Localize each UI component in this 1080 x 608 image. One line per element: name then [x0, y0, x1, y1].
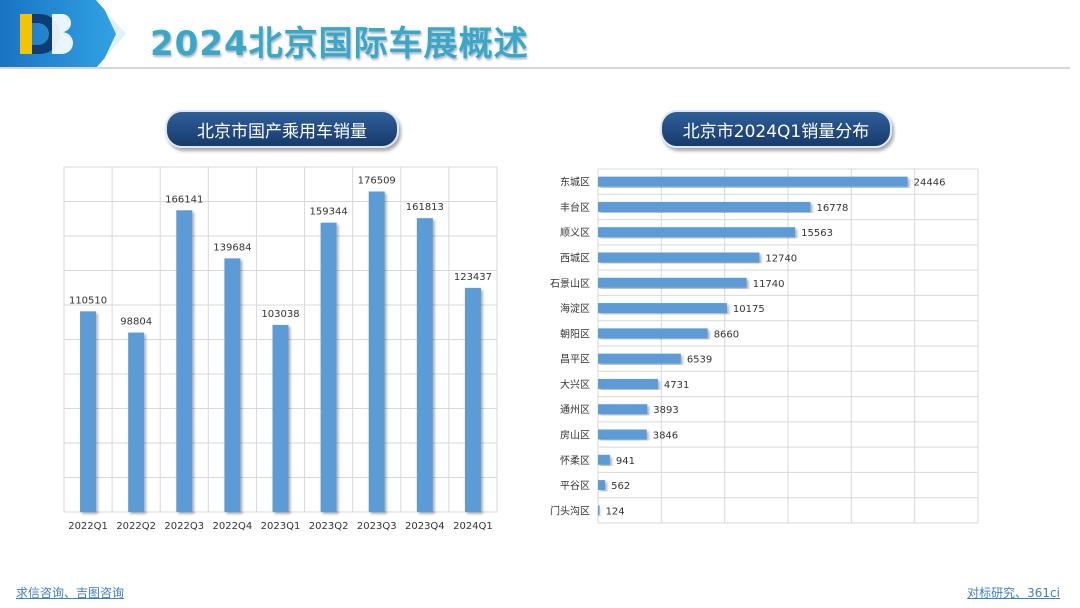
right-category-label: 顺义区	[560, 227, 590, 239]
right-bar-value-label: 4731	[664, 380, 689, 391]
right-category-label: 平谷区	[560, 480, 590, 492]
left-category-label: 2022Q4	[213, 521, 253, 532]
left-category-label: 2022Q3	[164, 521, 204, 532]
left-bar-2022Q1	[80, 311, 97, 512]
right-bar-value-label: 15563	[801, 228, 833, 239]
left-bar-value-label: 123437	[454, 272, 492, 283]
right-bar-value-label: 3893	[653, 405, 678, 416]
right-category-label: 房山区	[560, 429, 590, 442]
right-bar-东城区	[598, 176, 908, 187]
right-bar-value-label: 10175	[733, 304, 765, 315]
right-category-label: 朝阳区	[560, 328, 590, 340]
right-bar-平谷区	[598, 480, 606, 491]
right-bar-value-label: 12740	[765, 254, 797, 265]
logo-icon	[0, 0, 128, 68]
right-bar-value-label: 562	[611, 481, 630, 492]
right-category-label: 东城区	[560, 176, 590, 189]
right-bar-value-label: 16778	[817, 203, 849, 214]
left-category-label: 2022Q2	[116, 521, 156, 532]
right-bar-丰台区	[598, 201, 811, 212]
left-category-label: 2024Q1	[453, 521, 493, 532]
right-category-label: 丰台区	[560, 201, 590, 214]
right-bar-value-label: 6539	[687, 355, 712, 366]
left-bar-value-label: 110510	[69, 295, 107, 306]
right-bar-通州区	[598, 404, 648, 415]
left-category-label: 2023Q1	[261, 521, 301, 532]
left-bar-2023Q4	[416, 218, 433, 513]
left-bar-2023Q2	[320, 222, 337, 512]
right-bar-大兴区	[598, 378, 658, 389]
right-bar-value-label: 8660	[714, 329, 739, 340]
right-bar-value-label: 24446	[914, 178, 946, 189]
right-category-label: 通州区	[560, 404, 590, 416]
header: 2024北京国际车展概述	[0, 0, 1080, 70]
left-bar-value-label: 159344	[310, 207, 348, 218]
right-category-label: 门头沟区	[550, 504, 590, 517]
right-category-label: 昌平区	[560, 354, 590, 366]
left-bar-value-label: 161813	[406, 202, 444, 213]
left-bar-value-label: 103038	[261, 309, 299, 320]
left-category-label: 2023Q4	[405, 521, 445, 532]
right-bar-怀柔区	[598, 454, 610, 465]
right-category-label: 石景山区	[550, 278, 590, 290]
right-category-label: 大兴区	[560, 378, 590, 391]
right-bar-西城区	[598, 252, 760, 263]
left-bar-2022Q4	[224, 258, 241, 512]
left-bar-value-label: 176509	[358, 175, 396, 186]
right-bar-房山区	[598, 429, 647, 440]
left-bar-value-label: 98804	[120, 317, 152, 328]
left-bar-2023Q1	[272, 324, 289, 512]
right-bar-value-label: 941	[616, 456, 635, 467]
footer-source-right[interactable]: 对标研究、361ci	[967, 586, 1060, 600]
right-bar-昌平区	[598, 353, 681, 364]
page-title: 2024北京国际车展概述	[150, 24, 529, 64]
right-bar-value-label: 11740	[753, 279, 785, 290]
right-chart-title: 北京市2024Q1销量分布	[660, 110, 892, 148]
left-bar-2023Q3	[368, 191, 385, 512]
header-divider	[0, 67, 1070, 69]
right-bar-value-label: 124	[606, 506, 625, 517]
left-category-label: 2022Q1	[68, 521, 108, 532]
footer-source-left[interactable]: 求信咨询、吉图咨询	[16, 586, 125, 600]
left-chart-title: 北京市国产乘用车销量	[165, 110, 399, 148]
left-category-label: 2023Q2	[309, 521, 349, 532]
left-bar-2024Q1	[464, 287, 481, 512]
right-bar-门头沟区	[598, 505, 600, 516]
left-bar-2022Q3	[176, 210, 193, 512]
right-category-label: 海淀区	[560, 302, 590, 315]
left-bar-value-label: 166141	[165, 194, 203, 205]
right-bar-海淀区	[598, 303, 727, 314]
right-bar-顺义区	[598, 227, 796, 238]
left-bar-value-label: 139684	[213, 242, 251, 253]
right-category-label: 怀柔区	[560, 455, 590, 467]
right-category-label: 西城区	[560, 253, 590, 265]
left-category-label: 2023Q3	[357, 521, 397, 532]
right-bar-value-label: 3846	[653, 431, 678, 442]
right-bar-石景山区	[598, 277, 747, 288]
right-bar-朝阳区	[598, 328, 708, 339]
left-bar-2022Q2	[128, 332, 145, 512]
